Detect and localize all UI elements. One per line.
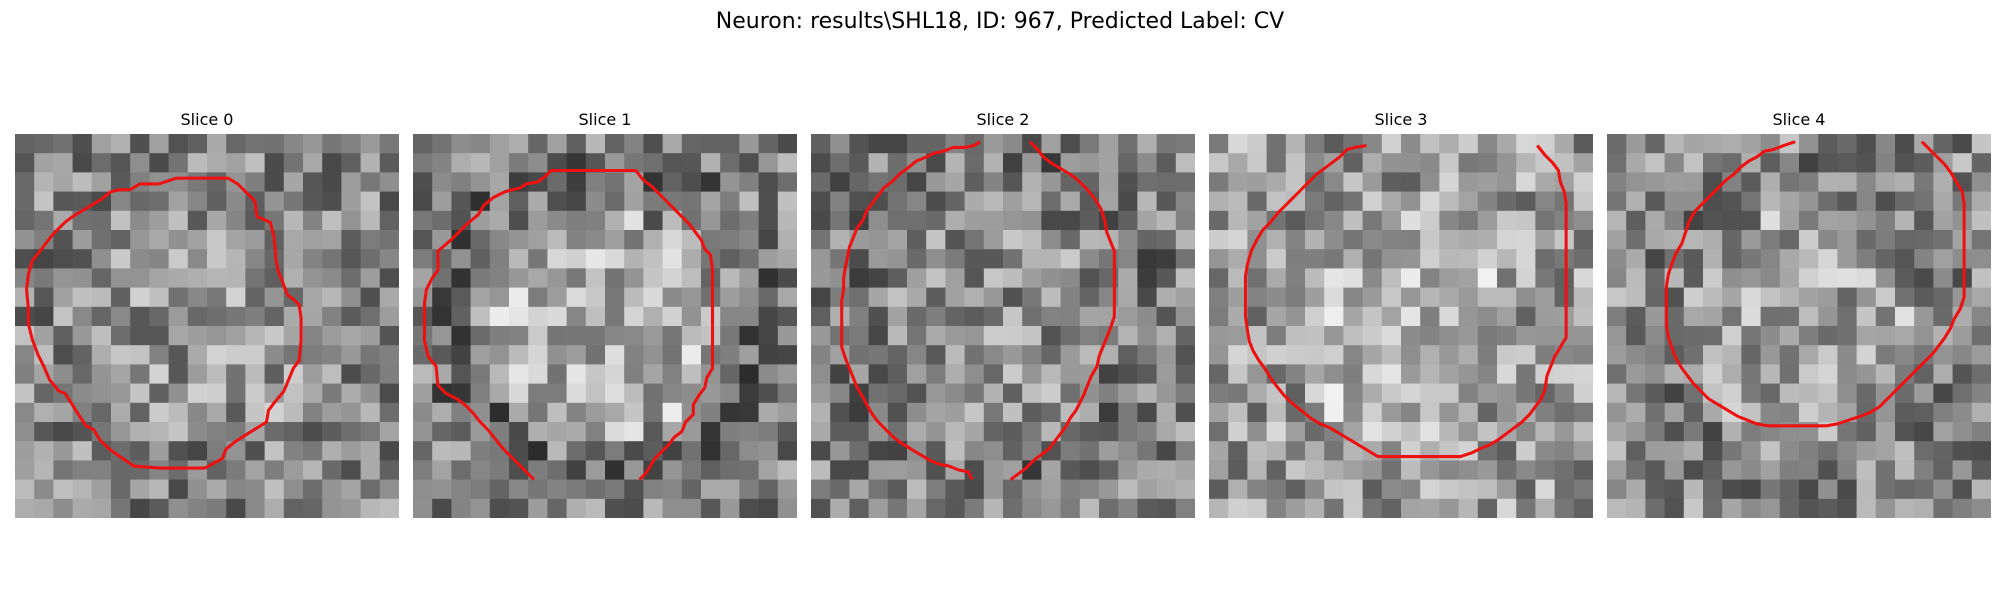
slice-title-3: Slice 3 [1374,110,1428,129]
slice-panel-0: Slice 0 [15,110,399,518]
roi-contour-0 [422,168,715,481]
slice-image-3 [1209,134,1593,518]
slice-title-2: Slice 2 [976,110,1030,129]
slice-image-1 [413,134,797,518]
slice-image-0 [15,134,399,518]
slice-panel-3: Slice 3 [1209,110,1593,518]
slice-title-1: Slice 1 [578,110,632,129]
slice-panel-4: Slice 4 [1607,110,1991,518]
pixel-grid [1209,134,1593,518]
slice-image-2 [811,134,1195,518]
pixel-grid [15,134,399,518]
slice-title-0: Slice 0 [180,110,234,129]
figure-title: Neuron: results\SHL18, ID: 967, Predicte… [715,9,1285,34]
slice-panel-1: Slice 1 [413,110,797,518]
pixel-grid [413,134,797,518]
slice-image-4 [1607,134,1991,518]
roi-contour-0 [1664,140,1966,428]
pixel-grid [811,134,1195,518]
slice-title-4: Slice 4 [1772,110,1826,129]
roi-contour-1 [502,447,536,481]
roi-contour-2 [840,140,981,481]
slice-panel-2: Slice 2 [811,110,1195,518]
roi-contour-0 [1243,144,1568,459]
roi-contour-0 [24,176,303,470]
pixel-grid [1607,134,1991,518]
roi-contour-1 [1028,140,1079,182]
roi-contour-0 [1009,178,1116,481]
